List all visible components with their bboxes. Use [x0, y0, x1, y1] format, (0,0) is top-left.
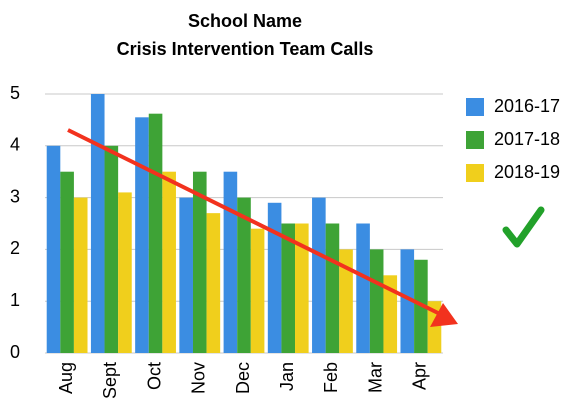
bar	[73, 197, 88, 353]
bar	[312, 197, 326, 353]
trend-arrow	[67, 128, 458, 327]
y-tick-label: 3	[10, 186, 20, 206]
plot: 0 1 2 3 4 5 Aug Sept Oct Nov Dec Jan Feb Mar Apr 2016-1…	[10, 83, 560, 399]
bar	[60, 171, 74, 353]
y-tick-label: 5	[10, 83, 20, 103]
bar	[295, 223, 309, 353]
legend-swatch	[466, 131, 484, 149]
legend-label: 2017-18	[494, 129, 560, 149]
checkmark	[502, 206, 545, 248]
bar	[118, 192, 132, 353]
chart-title: Crisis Intervention Team Calls	[117, 39, 374, 59]
bar	[400, 249, 415, 353]
legend-label: 2016-17	[494, 96, 560, 116]
bar	[281, 223, 296, 353]
x-tick-label: Feb	[321, 362, 341, 393]
x-tick-label: Aug	[56, 362, 76, 394]
x-tick-label: Nov	[189, 362, 209, 394]
legend-swatch	[466, 98, 484, 116]
bar	[267, 202, 282, 353]
x-tick-label: Dec	[233, 362, 253, 394]
y-tick-label: 4	[10, 135, 20, 155]
bar	[179, 197, 193, 353]
bar	[325, 223, 340, 353]
bar	[237, 197, 251, 353]
bar	[339, 249, 353, 353]
bar	[356, 223, 370, 353]
bar	[148, 113, 163, 354]
x-tick-label: Jan	[277, 362, 297, 391]
bar	[135, 117, 149, 353]
x-tick-label: Sept	[100, 362, 120, 399]
y-tick-label: 2	[10, 238, 20, 258]
bar	[104, 145, 119, 353]
bar	[192, 171, 207, 353]
x-tick-label: Mar	[365, 362, 385, 393]
bar	[206, 213, 221, 353]
arrow-head	[430, 303, 458, 327]
y-tick-label: 1	[10, 290, 20, 310]
arrow-line	[67, 128, 439, 315]
bar	[250, 228, 265, 353]
bar	[46, 145, 61, 353]
x-tick-label: Apr	[410, 362, 430, 390]
chart-title: School Name	[188, 11, 302, 31]
y-tick-label: 0	[10, 342, 20, 362]
bar	[383, 275, 398, 353]
bar	[162, 171, 176, 353]
bar	[90, 94, 105, 353]
legend-label: 2018-19	[494, 162, 560, 182]
x-tick-label: Oct	[144, 362, 164, 390]
bar	[223, 171, 238, 353]
bar	[369, 249, 384, 353]
legend-swatch	[466, 164, 484, 182]
